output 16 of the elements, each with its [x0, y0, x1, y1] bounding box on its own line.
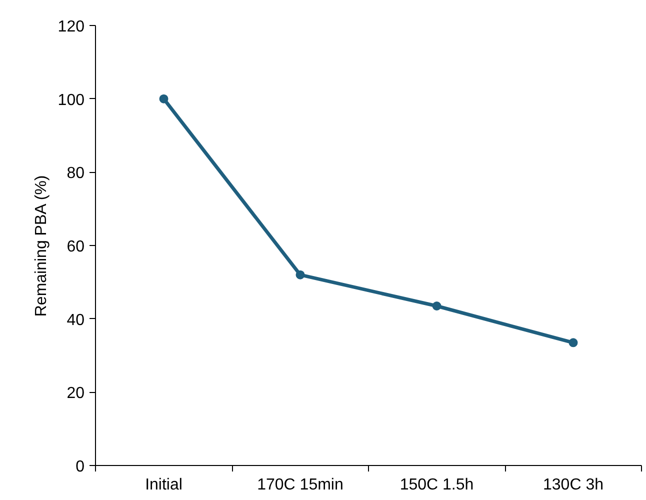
- y-tick-label: 120: [58, 18, 85, 36]
- point: [296, 270, 305, 280]
- y-tick-label: 60: [66, 238, 85, 256]
- x-tick-label: 170C 15min: [257, 476, 344, 494]
- y-tick-label: 100: [58, 92, 85, 109]
- point: [159, 94, 168, 104]
- point: [568, 338, 578, 348]
- y-tick-label: 0: [76, 458, 85, 476]
- y-tick-label: 40: [66, 312, 85, 329]
- x-tick-label: 150C 1.5h: [400, 476, 474, 494]
- y-axis-title: Remaining PBA (%): [32, 175, 50, 317]
- x-tick-label: Initial: [145, 476, 182, 494]
- point: [432, 302, 442, 310]
- y-tick-label: 80: [66, 165, 85, 182]
- y-tick-label: 20: [66, 385, 85, 402]
- x-tick-label: 130C 3h: [543, 476, 604, 494]
